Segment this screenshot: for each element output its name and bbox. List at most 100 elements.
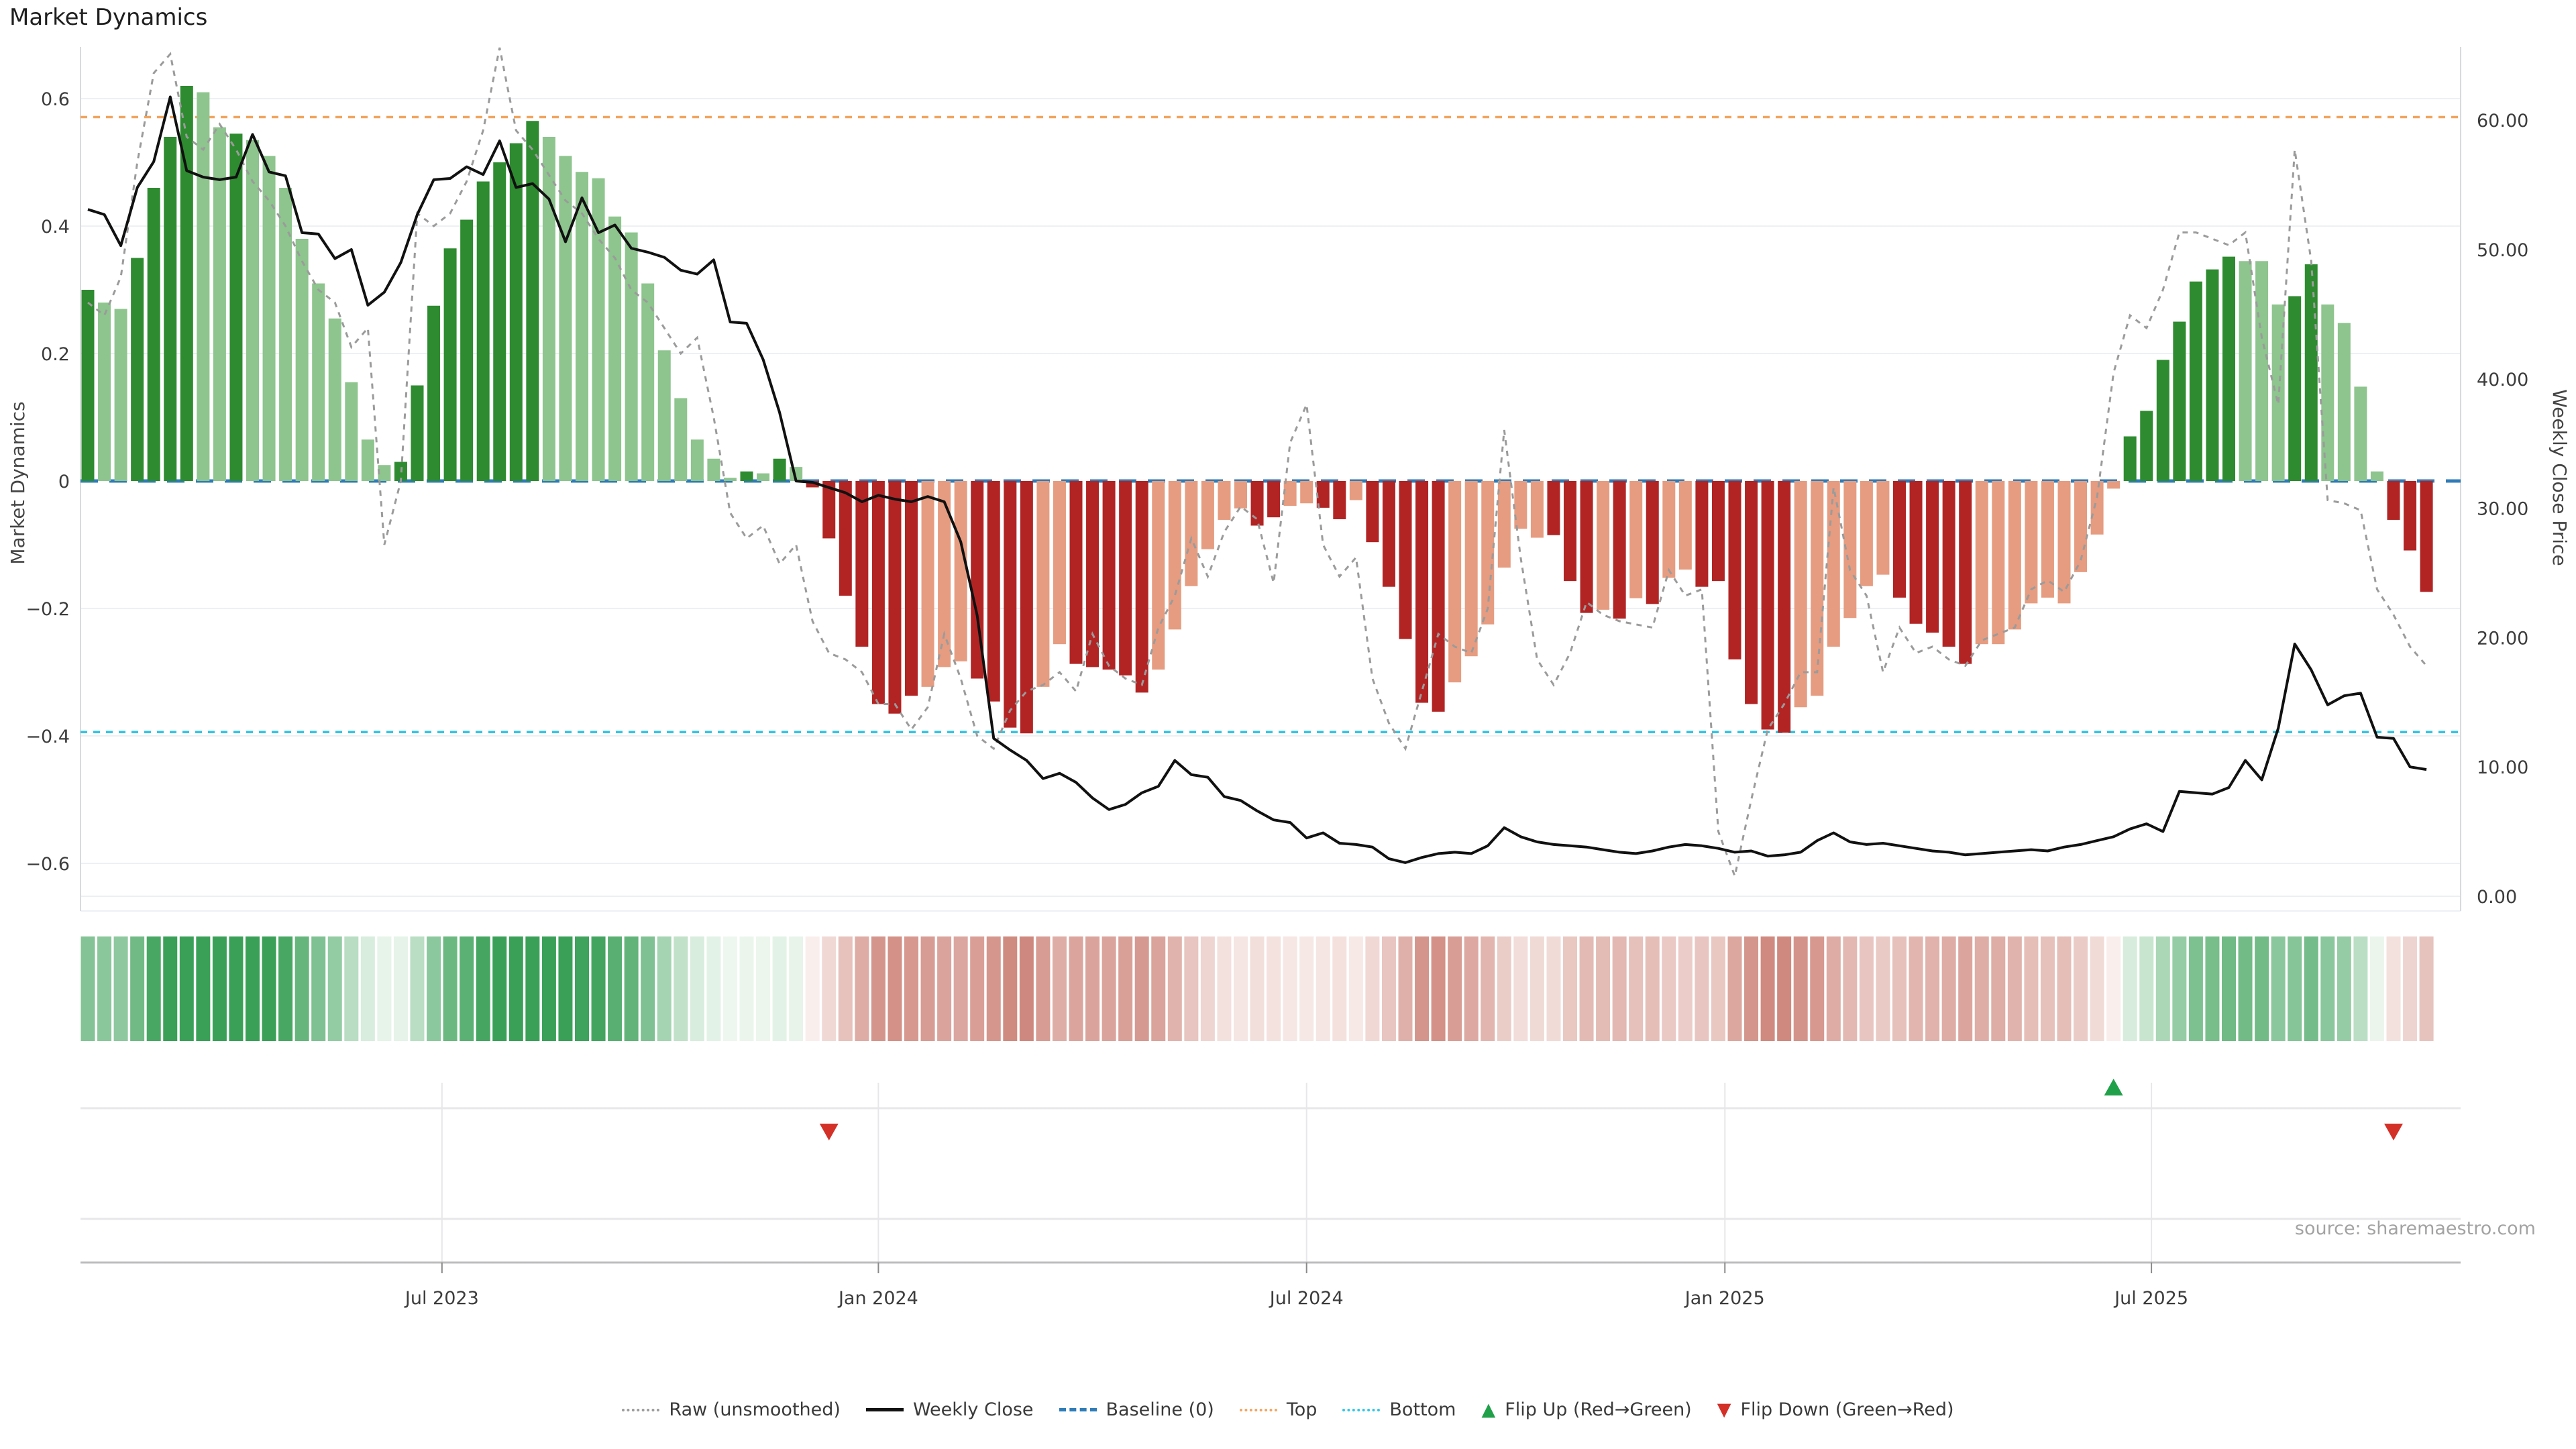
tick-label: Jul 2025 — [2113, 1288, 2188, 1309]
dynamics-bar — [2140, 411, 2153, 481]
close-series — [87, 95, 2427, 864]
heatmap-cell — [97, 936, 112, 1041]
tick-label: Jul 2023 — [404, 1288, 479, 1309]
heatmap-cell — [2403, 936, 2418, 1041]
heatmap-cell — [624, 936, 639, 1041]
dynamics-bar — [1168, 481, 1181, 630]
axis-ticks: 0.6 0.4 0.2 0 −0.2 −0.4 −0.6 60.00 50.00 40.00 30.… — [25, 89, 2528, 1309]
dynamics-bar — [345, 382, 358, 481]
heatmap-cell — [212, 936, 227, 1041]
dynamics-bar — [2041, 481, 2054, 598]
heatmap-cell — [311, 936, 326, 1041]
legend-item: Weekly Close — [865, 1399, 1034, 1420]
heatmap-cell — [179, 936, 194, 1041]
heatmap-cell — [2106, 936, 2121, 1041]
heatmap-cell — [1744, 936, 1759, 1041]
heatmap-cell — [1629, 936, 1644, 1041]
dynamics-bar — [1893, 481, 1906, 598]
heatmap-cell — [1348, 936, 1363, 1041]
heatmap-cell — [1925, 936, 1940, 1041]
dynamics-bar — [2189, 281, 2202, 481]
flip-down-marker — [819, 1124, 839, 1140]
dynamics-bar — [1086, 481, 1099, 667]
legend-label: Baseline (0) — [1106, 1399, 1214, 1420]
flip-up-marker — [2104, 1079, 2123, 1095]
dynamics-bar — [2206, 269, 2219, 481]
heatmap-cell — [1793, 936, 1808, 1041]
heatmap-cell — [1052, 936, 1067, 1041]
dynamics-bar — [1300, 481, 1313, 504]
dynamics-bar — [1283, 481, 1297, 506]
dynamics-bar — [1629, 481, 1643, 598]
heatmap-cell — [2074, 936, 2088, 1041]
heatmap-cell — [1711, 936, 1725, 1041]
dynamics-bar — [312, 283, 325, 481]
heatmap-cell — [1678, 936, 1693, 1041]
dynamics-bar — [1036, 481, 1050, 687]
heatmap-cell — [1941, 936, 1956, 1041]
dynamics-bar — [954, 481, 967, 661]
tick-label: 30.00 — [2477, 499, 2528, 520]
tick-label: −0.4 — [25, 727, 70, 747]
heatmap-cell — [1019, 936, 1034, 1041]
heatmap-cell — [1513, 936, 1528, 1041]
tick-label: 10.00 — [2477, 757, 2528, 778]
heatmap-cell — [2386, 936, 2401, 1041]
heatmap-cell — [1184, 936, 1199, 1041]
dynamics-bar — [476, 181, 490, 481]
heatmap-cell — [1546, 936, 1561, 1041]
heatmap-cell — [2238, 936, 2253, 1041]
heatmap-cell — [476, 936, 490, 1041]
dynamics-bar — [1564, 481, 1576, 582]
dynamics-bar — [1646, 481, 1659, 604]
legend-item: Raw (unsmoothed) — [622, 1399, 841, 1420]
heatmap-cell — [1859, 936, 1874, 1041]
dynamics-bar — [1909, 481, 1923, 624]
dynamics-bar — [1926, 481, 1939, 633]
tick-label: Jul 2024 — [1269, 1288, 1344, 1309]
legend-swatch-icon — [1239, 1408, 1277, 1411]
dynamics-bar — [1975, 481, 1988, 645]
dynamics-bar — [542, 137, 555, 481]
dynamics-bar — [1135, 481, 1148, 693]
dynamics-bar — [1316, 481, 1330, 508]
dynamics-bar — [2420, 481, 2433, 592]
heatmap-cell — [1695, 936, 1709, 1041]
heatmap-cell — [2123, 936, 2137, 1041]
dynamics-bar — [2156, 360, 2169, 481]
tick-label: 0 — [58, 472, 70, 492]
heatmap-cell — [1003, 936, 1018, 1041]
dynamics-bar — [1761, 481, 1774, 730]
heatmap-cell — [1299, 936, 1314, 1041]
dynamics-bar — [1876, 481, 1890, 575]
dynamics-bar — [1464, 481, 1478, 657]
dynamics-bar — [229, 133, 243, 481]
heatmap-cell — [920, 936, 935, 1041]
heatmap-cell — [294, 936, 309, 1041]
heatmap-cell — [1283, 936, 1297, 1041]
heatmap-cell — [1958, 936, 1973, 1041]
heatmap-cell — [1332, 936, 1347, 1041]
heatmap-cell — [2337, 936, 2351, 1041]
dynamics-bar — [1580, 481, 1593, 613]
heatmap-cell — [443, 936, 458, 1041]
dynamics-bar — [740, 471, 753, 481]
heatmap-cell — [2255, 936, 2269, 1041]
dynamics-bar — [888, 481, 902, 714]
heatmap-cell — [2271, 936, 2286, 1041]
dynamics-bar — [1349, 481, 1362, 500]
flip-down-marker — [2384, 1124, 2403, 1140]
dynamics-bar — [608, 216, 622, 481]
dynamics-bar — [1959, 481, 1972, 664]
dynamics-bar — [641, 283, 655, 481]
heatmap-cell — [410, 936, 425, 1041]
dynamics-bar — [2057, 481, 2071, 604]
dynamics-bar — [1119, 481, 1132, 676]
dynamics-bar — [822, 481, 836, 539]
heatmap-cell — [1727, 936, 1742, 1041]
legend-item: Bottom — [1342, 1399, 1456, 1420]
heatmap-cell — [1892, 936, 1907, 1041]
dynamics-bar — [576, 172, 588, 481]
dynamics-bar — [1547, 481, 1560, 535]
heatmap-cell — [706, 936, 721, 1041]
